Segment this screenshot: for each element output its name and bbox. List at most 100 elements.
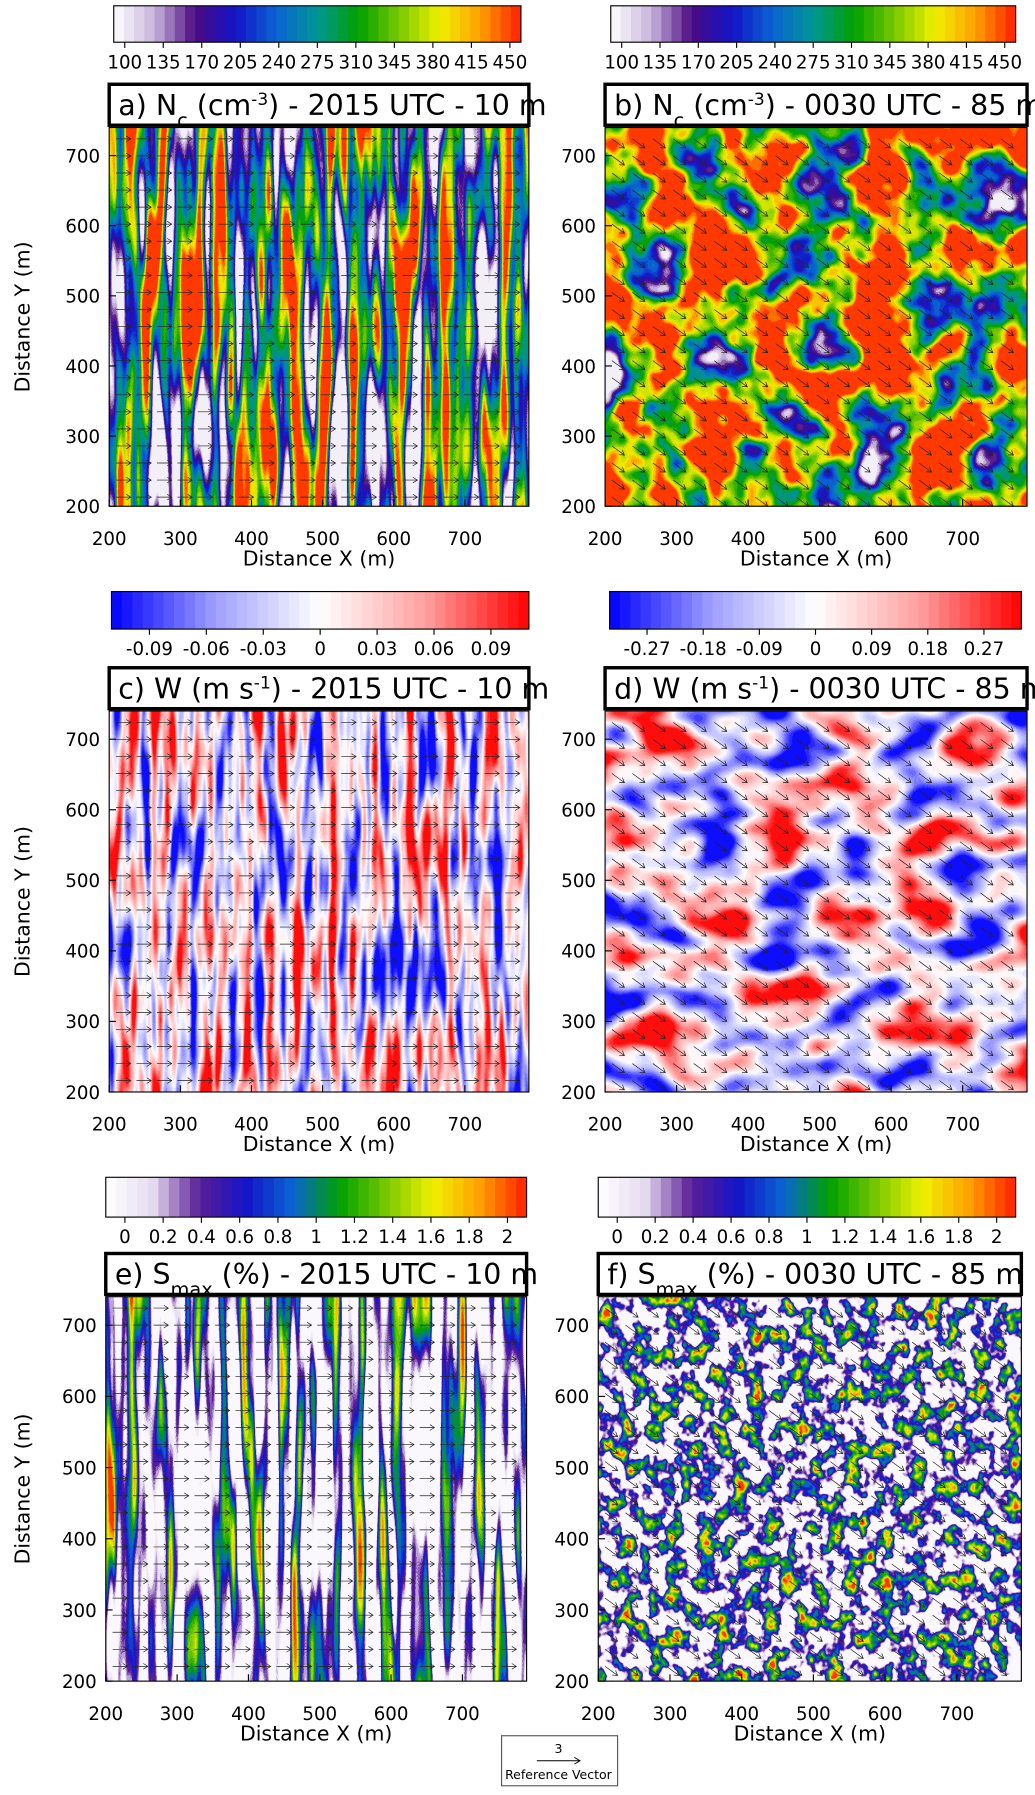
y-tick-label: 200 [65, 497, 100, 518]
title-part: -3 [251, 90, 268, 110]
y-tick-label: 600 [65, 801, 100, 822]
colorbar-cell [733, 1177, 745, 1218]
colorbar-tick-label: 275 [796, 52, 831, 73]
colorbar-cell [994, 1177, 1006, 1218]
colorbar-cell [640, 591, 652, 630]
colorbar-cell [442, 1177, 454, 1218]
y-axis-label: Distance Y (m) [11, 1413, 35, 1564]
colorbar-cell [650, 1177, 662, 1218]
colorbar-cell [137, 1177, 149, 1218]
colorbar-tick-label: 0.6 [225, 1227, 254, 1248]
colorbar-tick-label: 1.4 [378, 1227, 407, 1248]
colorbar-tick-label: 310 [338, 52, 373, 73]
plot-frame [604, 710, 1028, 1093]
colorbar-cell [500, 5, 512, 43]
colorbar-cell [641, 5, 652, 43]
x-tick-label: 400 [731, 1115, 766, 1136]
colorbar-cell [484, 1177, 496, 1218]
colorbar-cell [295, 1177, 307, 1218]
x-tick-label: 300 [659, 529, 694, 550]
colorbar-tick-label: -0.18 [680, 639, 727, 660]
colorbar-tick-label: 380 [416, 52, 451, 73]
colorbar-cell [358, 1177, 370, 1218]
x-tick-label: 700 [945, 1115, 980, 1136]
colorbar-cell [908, 591, 919, 630]
wind-vectors [112, 1304, 518, 1670]
colorbar-cell [195, 5, 206, 43]
colorbar-tick-label: 1 [310, 1227, 322, 1248]
colorbar-cell [221, 1177, 233, 1218]
colorbar-cell [266, 5, 277, 43]
x-tick-label: 600 [374, 1704, 409, 1725]
x-tick-label: 500 [802, 529, 837, 550]
title-part: ) - 0030 UTC - 85 m [769, 672, 1035, 705]
colorbar-cell [660, 1177, 672, 1218]
title-part: (%) - 0030 UTC - 85 m [698, 1258, 1023, 1291]
colorbar-cell [379, 1177, 391, 1218]
y-tick-label: 300 [561, 427, 596, 448]
colorbar-cell [944, 5, 956, 43]
colorbar-cell [351, 591, 363, 630]
colorbar-cell [701, 5, 713, 43]
x-tick-label: 400 [231, 1704, 266, 1725]
title-part: -1 [752, 673, 769, 693]
colorbar-cell [954, 5, 966, 43]
plot-frame [105, 1296, 528, 1682]
colorbar-cell [358, 5, 369, 43]
colorbar-cell [671, 5, 682, 43]
colorbar-cell [490, 5, 501, 43]
colorbar-cell [723, 1177, 735, 1218]
colorbar-cell [959, 591, 971, 630]
y-tick-label: 500 [65, 287, 100, 308]
colorbar-cell [609, 591, 621, 630]
colorbar-cell [598, 1177, 610, 1218]
colorbar-cell [806, 1177, 818, 1218]
x-tick-label: 600 [874, 1115, 909, 1136]
colorbar-cell [480, 5, 491, 43]
x-tick-label: 200 [88, 1704, 123, 1725]
colorbar-cell [163, 591, 175, 630]
colorbar-cell [965, 5, 976, 43]
colorbar-cell [439, 5, 450, 43]
colorbar-cell [873, 5, 885, 43]
colorbar-cell [510, 5, 522, 43]
x-tick-label: 500 [302, 1704, 337, 1725]
colorbar-cell [123, 5, 135, 43]
x-tick-label: 400 [731, 529, 766, 550]
colorbar-cell [276, 5, 288, 43]
x-tick-label: 200 [92, 1115, 127, 1136]
colorbar-cell [661, 5, 672, 43]
colorbar-cell [631, 5, 642, 43]
y-tick-label: 600 [561, 217, 596, 238]
x-tick-label: 600 [868, 1704, 903, 1725]
x-axis-label: Distance X (m) [734, 1721, 886, 1745]
panel-title: a) Nc (cm-3) - 2015 UTC - 10 m [118, 89, 546, 132]
colorbar-cell [361, 591, 373, 630]
colorbar-cell [466, 591, 478, 630]
y-tick-label: 400 [65, 357, 100, 378]
colorbar-cell [853, 5, 865, 43]
colorbar-cell [299, 591, 311, 630]
title-part: d) W (m s [614, 672, 752, 705]
colorbar-cell [516, 1177, 527, 1218]
colorbar-cell [410, 1177, 422, 1218]
reference-label: Reference Vector [505, 1767, 613, 1782]
colorbar-tick-label: 415 [949, 52, 984, 73]
colorbar-tick-label: -0.03 [240, 639, 287, 660]
colorbar-cell [205, 5, 216, 43]
colorbar-cell [900, 1177, 912, 1218]
colorbar-cell [932, 1177, 943, 1218]
colorbar-cell [712, 591, 724, 630]
wind-vectors [611, 138, 1014, 507]
colorbar-cell [518, 591, 530, 630]
colorbar-cell [278, 591, 290, 630]
colorbar-cell [455, 591, 467, 630]
y-axis-label: Distance Y (m) [11, 241, 35, 392]
colorbar-tick-label: 0.03 [357, 639, 398, 660]
reference-vector-key: 3 Reference Vector [501, 1735, 619, 1787]
colorbar-cell [132, 591, 144, 630]
colorbar-tick-label: 310 [834, 52, 869, 73]
colorbar-cell [473, 1177, 485, 1218]
colorbar-cell [691, 5, 703, 43]
